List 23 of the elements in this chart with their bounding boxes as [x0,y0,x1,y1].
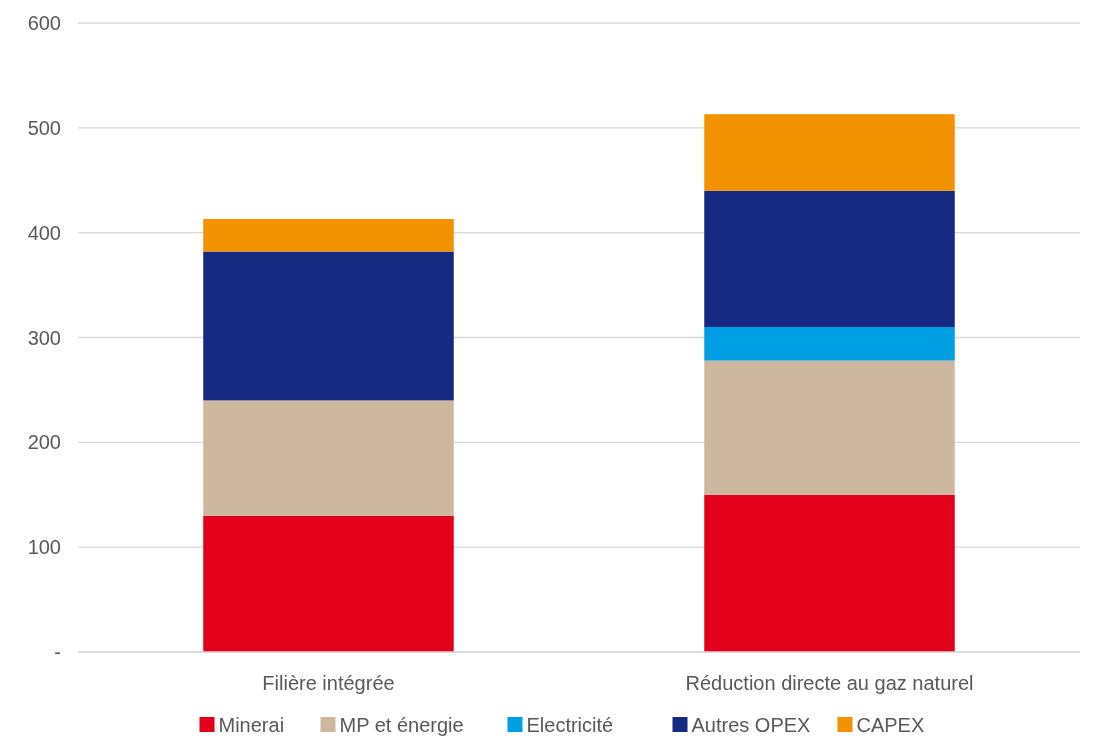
y-tick-label: 500 [27,116,61,139]
bar [203,515,454,652]
y-tick-label: 400 [27,221,61,244]
bar [203,219,454,252]
legend-label: CAPEX [856,714,925,736]
y-tick-label: 100 [27,536,61,559]
bar [704,114,955,191]
bar [704,190,955,328]
x-tick-label: Réduction directe au gaz naturel [685,672,974,694]
y-tick-label: 200 [27,431,61,454]
y-tick-label: 300 [27,326,61,349]
legend-label: MP et énergie [339,714,464,736]
y-tick-label: 600 [27,12,61,34]
bar [704,494,955,652]
bar [704,360,955,495]
x-tick-label: Filière intégrée [262,672,395,694]
y-tick-label: - [54,641,61,663]
legend-label: Electricité [526,714,614,736]
bar [203,251,454,401]
bar [704,327,955,361]
legend-label: Minerai [218,714,285,736]
bar [203,400,454,516]
legend-label: Autres OPEX [691,714,811,736]
